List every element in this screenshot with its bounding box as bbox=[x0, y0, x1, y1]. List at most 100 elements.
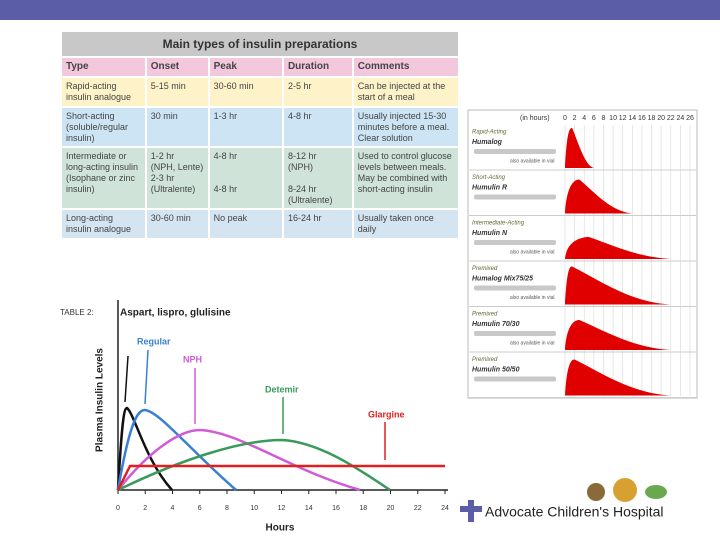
pen-image bbox=[474, 376, 556, 382]
x-axis-label: Hours bbox=[266, 523, 295, 534]
mascot bbox=[613, 478, 637, 502]
table-cell: 16-24 hr bbox=[281, 208, 354, 240]
column-header: Onset bbox=[144, 56, 210, 79]
product-tick-label: 12 bbox=[619, 115, 627, 122]
x-tick-label: 2 bbox=[143, 505, 147, 512]
product-name: Humalog bbox=[472, 139, 503, 146]
table-cell: 30-60 min bbox=[144, 208, 210, 240]
glargine-curve bbox=[116, 464, 445, 491]
table-cell: 30 min bbox=[144, 105, 210, 149]
x-tick-label: 16 bbox=[332, 505, 340, 512]
product-category: Premixed bbox=[472, 357, 498, 363]
pen-image bbox=[474, 331, 556, 336]
table-cell: Usually injected 15-30 minutes before a … bbox=[351, 105, 461, 149]
curves bbox=[116, 406, 445, 492]
x-tick-label: 12 bbox=[278, 505, 286, 512]
x-tick-label: 0 bbox=[116, 505, 120, 512]
table-cell: Can be injected at the start of a meal bbox=[351, 76, 461, 108]
product-tick-label: 8 bbox=[602, 115, 606, 122]
action-profile bbox=[565, 320, 671, 350]
mascot bbox=[587, 483, 605, 501]
pen-image bbox=[474, 149, 556, 154]
x-tick-label: 10 bbox=[250, 505, 258, 512]
table-cell: Short-acting (soluble/regular insulin) bbox=[60, 105, 147, 149]
table-cell: Long-acting insulin analogue bbox=[60, 208, 147, 240]
logo-text: Advocate Children's Hospital bbox=[485, 504, 664, 520]
product-tick-label: 22 bbox=[667, 115, 675, 122]
table-cell: Used to control glucose levels between m… bbox=[351, 146, 461, 211]
table-cell: Rapid-acting insulin analogue bbox=[60, 76, 147, 108]
action-profile bbox=[565, 179, 633, 214]
table-cell: Intermediate or long-acting insulin (Iso… bbox=[60, 146, 147, 211]
x-tick-label: 24 bbox=[441, 505, 449, 512]
curve-label: Regular bbox=[137, 336, 171, 346]
rapid-curve bbox=[116, 406, 173, 491]
product-name: Humulin 50/50 bbox=[472, 366, 520, 373]
product-tick-label: 4 bbox=[582, 115, 586, 122]
table-row: Rapid-acting insulin analogue 5-15 min 30-… bbox=[60, 76, 461, 108]
insulin-table: Main types of insulin preparations Type O… bbox=[60, 29, 461, 240]
table-cell: 1-2 hr (NPH, Lente) 2-3 hr (Ultralente) bbox=[144, 146, 210, 211]
product-tick-label: 16 bbox=[638, 115, 646, 122]
nph-curve bbox=[117, 428, 361, 492]
x-tick-label: 20 bbox=[387, 505, 395, 512]
product-category: Intermediate-Acting bbox=[472, 221, 525, 227]
product-note: also available in vial bbox=[510, 295, 554, 301]
column-header: Comments bbox=[351, 56, 461, 79]
product-tick-label: 0 bbox=[563, 115, 567, 122]
x-tick-label: 22 bbox=[414, 505, 422, 512]
x-tick-label: 8 bbox=[225, 505, 229, 512]
table-row: Long-acting insulin analogue 30-60 min No … bbox=[60, 208, 461, 240]
arrow bbox=[124, 355, 129, 403]
curve-label: Detemir bbox=[265, 384, 299, 394]
curve-label: NPH bbox=[183, 354, 202, 364]
action-profile bbox=[565, 266, 671, 305]
action-profile bbox=[565, 128, 594, 168]
column-header: Duration bbox=[281, 56, 354, 79]
product-tick-label: 24 bbox=[676, 115, 684, 122]
product-category: Short-Acting bbox=[472, 175, 506, 181]
arrows bbox=[124, 349, 386, 460]
pen-image bbox=[474, 240, 556, 245]
regular-curve bbox=[116, 408, 237, 491]
product-name: Humulin R bbox=[472, 184, 507, 191]
table-row: Intermediate or long-acting insulin (Iso… bbox=[60, 146, 461, 211]
curve-title: Aspart, lispro, glulisine bbox=[120, 308, 231, 319]
table-cell: Usually taken once daily bbox=[351, 208, 461, 240]
product-tick-label: 6 bbox=[592, 115, 596, 122]
product-name: Humulin N bbox=[472, 230, 508, 237]
x-tick-label: 4 bbox=[171, 505, 175, 512]
product-tick-label: 10 bbox=[609, 115, 617, 122]
product-note: also available in vial bbox=[510, 158, 554, 164]
table-row: Short-acting (soluble/regular insulin) 30… bbox=[60, 105, 461, 149]
product-tick-label: 20 bbox=[657, 115, 665, 122]
top-bar bbox=[0, 0, 720, 20]
product-category: Premixed bbox=[472, 312, 498, 318]
table-cell: 5-15 min bbox=[144, 76, 210, 108]
table-cell: 2-5 hr bbox=[281, 76, 354, 108]
y-axis-label: Plasma Insulin Levels bbox=[95, 348, 106, 452]
pen-image bbox=[474, 194, 556, 200]
product-note: also available in vial bbox=[510, 249, 554, 255]
product-category: Premixed bbox=[472, 266, 498, 272]
table-cell: 8-12 hr (NPH) 8-24 hr (Ultralente) bbox=[281, 146, 354, 211]
table-cell: 4-8 hr 4-8 hr bbox=[207, 146, 284, 211]
figure-caption: TABLE 2: bbox=[60, 308, 94, 317]
product-header: (in hours) bbox=[520, 115, 550, 122]
action-profile bbox=[565, 359, 671, 396]
product-tick-label: 2 bbox=[573, 115, 577, 122]
mascot bbox=[645, 485, 667, 499]
table-cell: 4-8 hr bbox=[281, 105, 354, 149]
product-tick-label: 18 bbox=[648, 115, 656, 122]
product-tick-label: 26 bbox=[686, 115, 694, 122]
table-title: Main types of insulin preparations bbox=[60, 29, 460, 59]
table-cell: 1-3 hr bbox=[207, 105, 284, 149]
logo-cross bbox=[460, 500, 482, 522]
table-cell: 30-60 min bbox=[207, 76, 284, 108]
column-header: Type bbox=[60, 56, 147, 79]
product-name: Humalog Mix75/25 bbox=[472, 275, 533, 282]
product-note: also available in vial bbox=[510, 340, 554, 346]
column-header: Peak bbox=[207, 56, 284, 79]
